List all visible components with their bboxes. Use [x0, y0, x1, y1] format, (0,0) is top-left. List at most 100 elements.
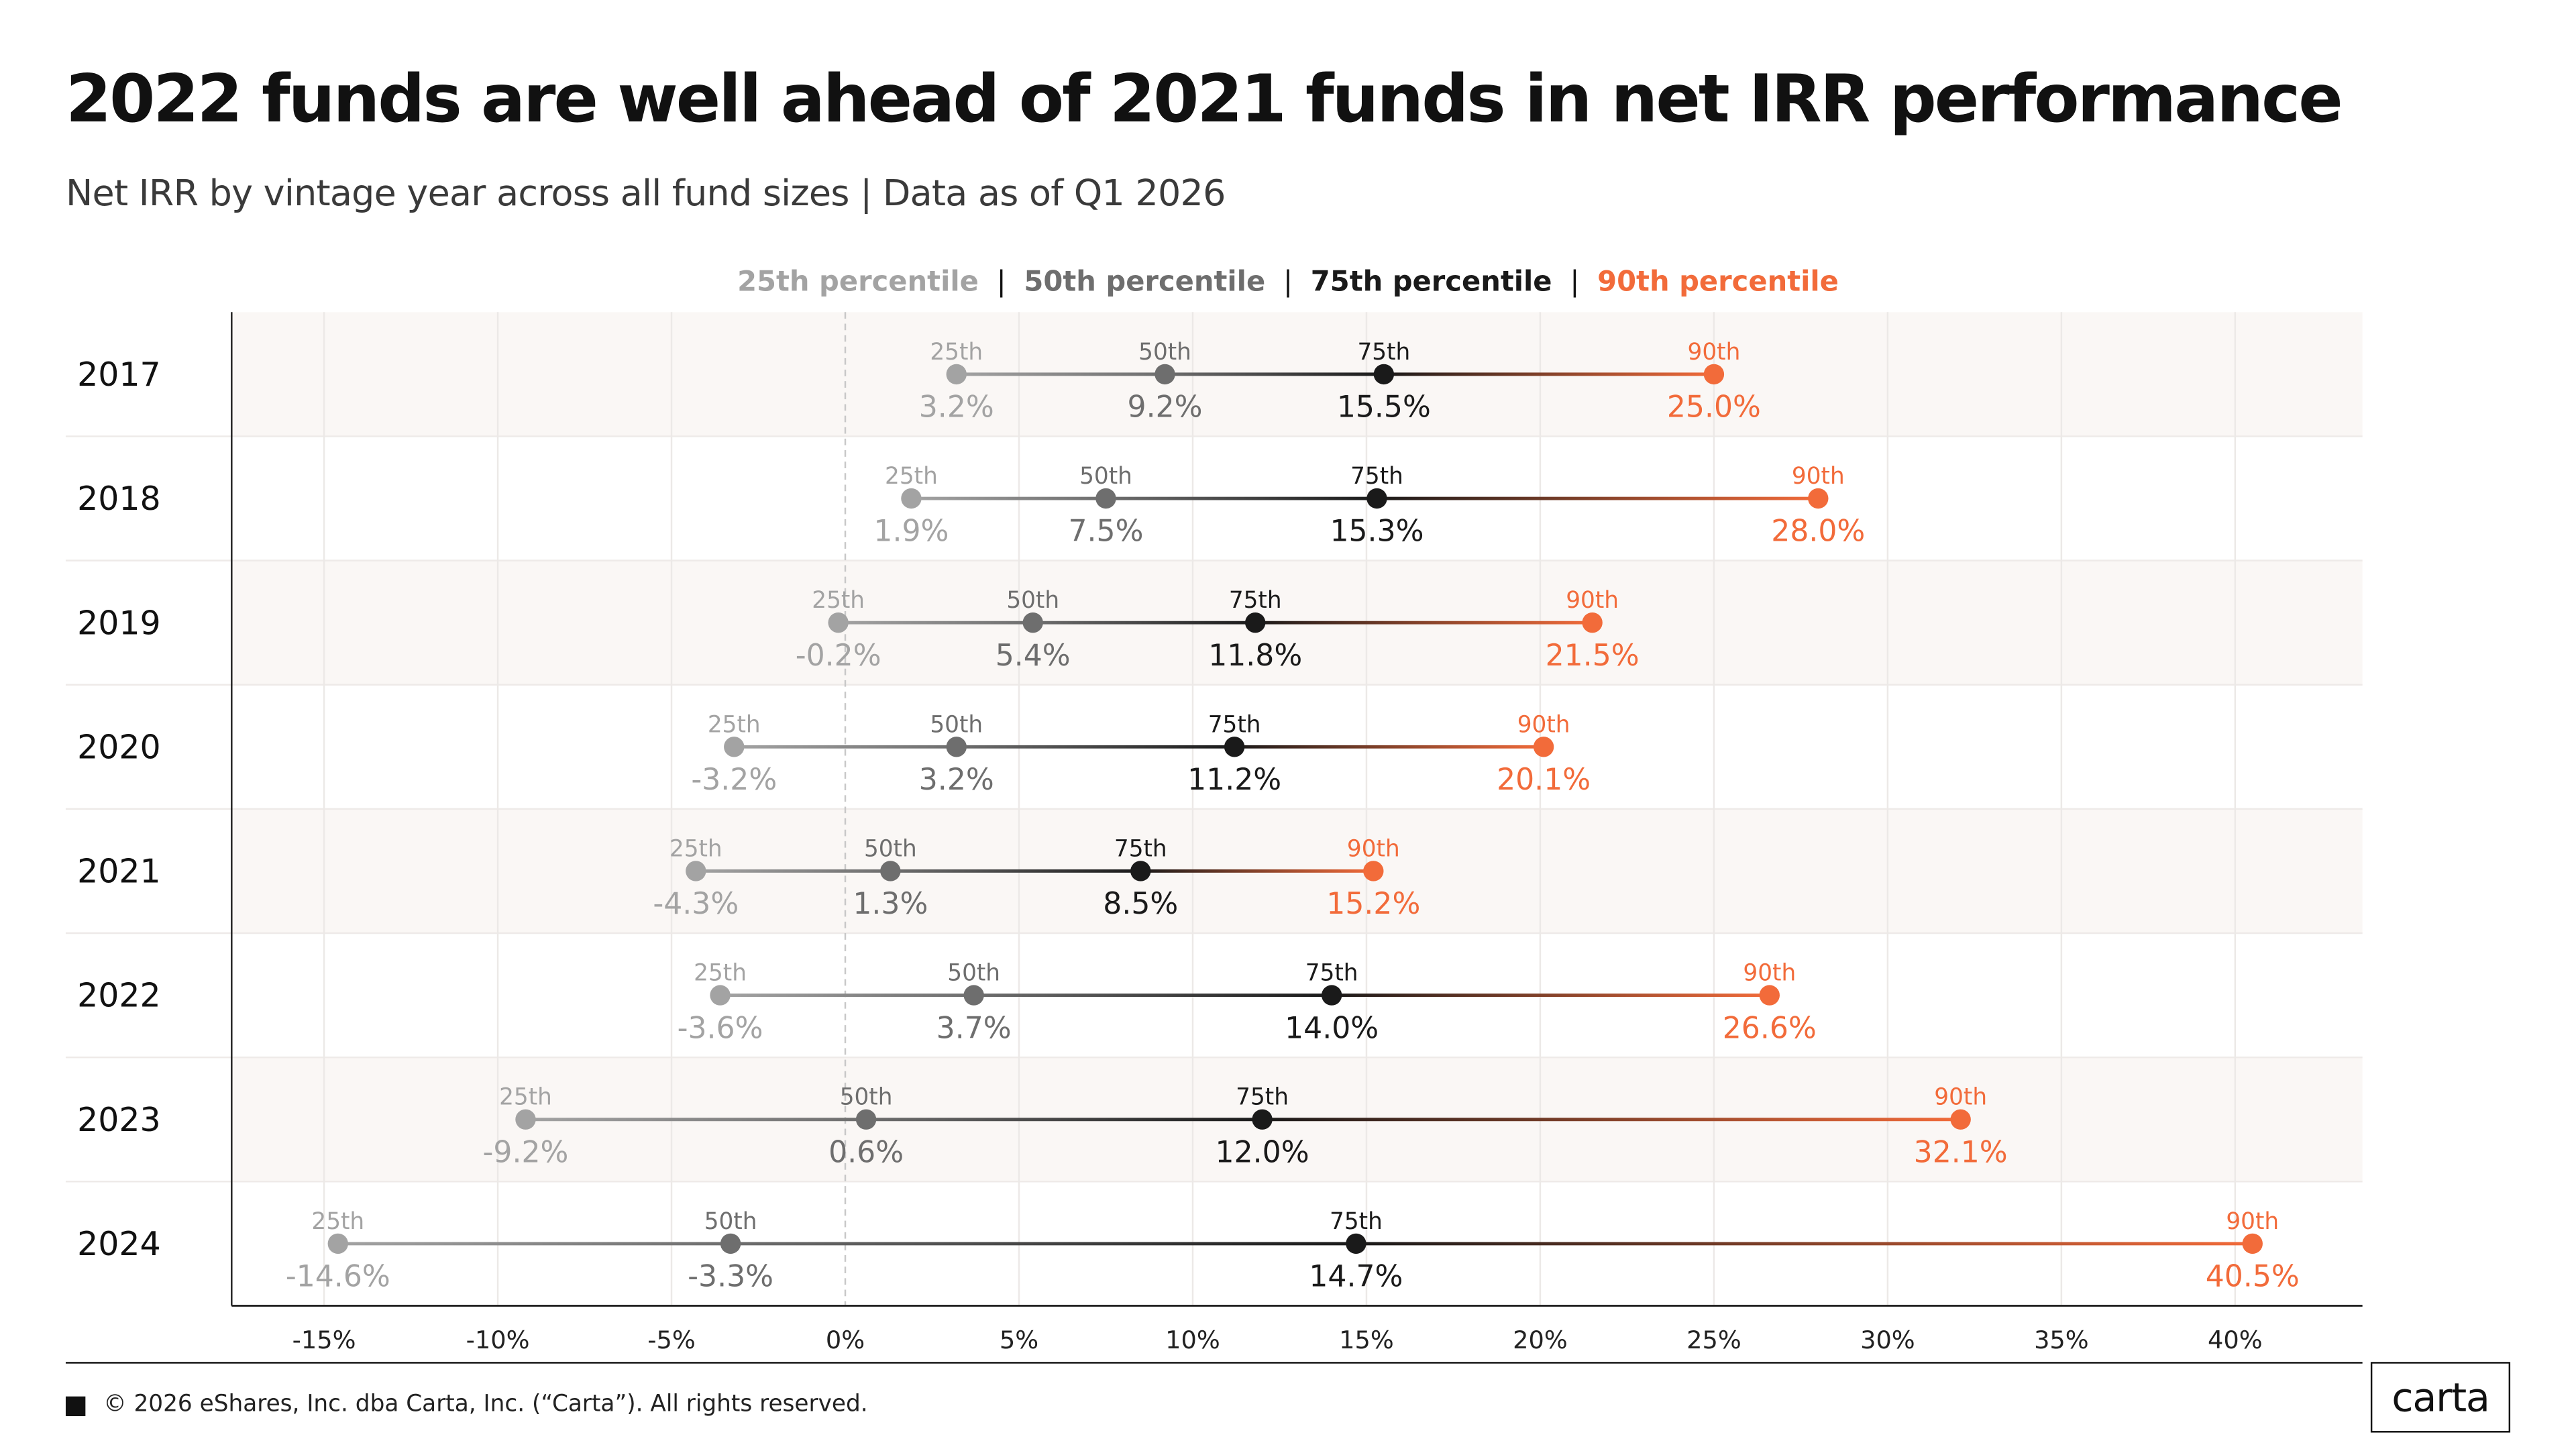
point-75th — [1346, 1233, 1366, 1254]
data-label-90th: 25.0% — [1667, 390, 1761, 425]
data-label-90th: 28.0% — [1771, 515, 1865, 549]
x-tick-label: 10% — [1165, 1326, 1220, 1354]
data-label-25th: 1.9% — [873, 515, 949, 549]
marker-label-50th: 50th — [1006, 587, 1059, 614]
data-label-75th: 15.5% — [1337, 390, 1431, 425]
marker-label-75th: 75th — [1357, 339, 1410, 366]
x-tick-label: 5% — [1000, 1326, 1038, 1354]
legend-separator: | — [996, 266, 1006, 299]
point-75th — [1252, 1109, 1273, 1130]
row-label-year: 2018 — [77, 480, 161, 518]
data-label-25th: -4.3% — [653, 887, 739, 921]
marker-label-75th: 75th — [1236, 1084, 1289, 1111]
data-label-75th: 15.3% — [1330, 515, 1424, 549]
x-tick-label: -10% — [466, 1326, 530, 1354]
marker-label-75th: 75th — [1350, 463, 1403, 490]
point-90th — [1582, 612, 1603, 633]
chart-legend: 25th percentile | 50th percentile | 75th… — [0, 266, 2576, 299]
marker-label-75th: 75th — [1114, 835, 1167, 862]
x-tick-label: 0% — [826, 1326, 865, 1354]
legend-item-25th: 25th percentile — [737, 266, 979, 299]
x-tick-label: 35% — [2034, 1326, 2089, 1354]
data-label-75th: 11.8% — [1208, 639, 1302, 673]
carta-logo: carta — [2370, 1362, 2511, 1433]
data-label-75th: 12.0% — [1216, 1135, 1309, 1169]
marker-label-90th: 90th — [2226, 1208, 2279, 1235]
point-90th — [1363, 861, 1384, 881]
row-label-year: 2020 — [77, 728, 161, 766]
data-label-90th: 20.1% — [1497, 763, 1591, 797]
x-tick-label: 30% — [1860, 1326, 1915, 1354]
marker-label-25th: 25th — [885, 463, 938, 490]
carta-logo-text: carta — [2392, 1374, 2490, 1421]
point-25th — [901, 488, 922, 509]
data-label-25th: -3.6% — [678, 1011, 763, 1045]
marker-label-25th: 25th — [812, 587, 865, 614]
data-label-75th: 14.0% — [1285, 1011, 1379, 1045]
point-50th — [963, 985, 984, 1006]
point-25th — [724, 737, 745, 757]
copyright-text: © 2026 eShares, Inc. dba Carta, Inc. (“C… — [103, 1391, 868, 1418]
marker-label-25th: 25th — [499, 1084, 552, 1111]
point-25th — [710, 985, 731, 1006]
point-90th — [1703, 364, 1725, 385]
point-50th — [1155, 364, 1175, 385]
page-subtitle: Net IRR by vintage year across all fund … — [65, 174, 1226, 215]
point-75th — [1366, 488, 1387, 509]
point-25th — [946, 364, 967, 385]
marker-label-50th: 50th — [864, 835, 917, 862]
marker-label-90th: 90th — [1688, 339, 1741, 366]
marker-label-25th: 25th — [669, 835, 722, 862]
marker-label-50th: 50th — [947, 960, 1000, 987]
point-75th — [1224, 737, 1245, 757]
legend-separator: | — [1570, 266, 1580, 299]
data-label-90th: 15.2% — [1326, 887, 1420, 921]
x-tick-label: 40% — [2208, 1326, 2263, 1354]
data-label-90th: 40.5% — [2206, 1260, 2300, 1294]
legend-item-50th: 50th percentile — [1024, 266, 1266, 299]
row-label-year: 2023 — [77, 1101, 161, 1139]
point-25th — [828, 612, 849, 633]
data-label-75th: 14.7% — [1309, 1260, 1403, 1294]
marker-label-50th: 50th — [840, 1084, 893, 1111]
point-75th — [1245, 612, 1266, 633]
marker-label-25th: 25th — [311, 1208, 364, 1235]
data-label-25th: -9.2% — [483, 1135, 569, 1169]
x-tick-label: 15% — [1339, 1326, 1394, 1354]
legend-item-90th: 90th percentile — [1597, 266, 1839, 299]
data-label-50th: 9.2% — [1128, 390, 1203, 425]
marker-label-25th: 25th — [694, 960, 747, 987]
marker-label-90th: 90th — [1792, 463, 1845, 490]
marker-label-75th: 75th — [1305, 960, 1358, 987]
footer-square-icon — [65, 1396, 86, 1417]
marker-label-50th: 50th — [704, 1208, 757, 1235]
marker-label-50th: 50th — [930, 711, 983, 738]
legend-separator: | — [1283, 266, 1293, 299]
data-label-25th: -14.6% — [286, 1260, 390, 1294]
data-label-25th: -0.2% — [796, 639, 881, 673]
point-25th — [686, 861, 706, 881]
point-90th — [1950, 1109, 1971, 1130]
marker-label-90th: 90th — [1347, 835, 1400, 862]
data-label-50th: 3.2% — [919, 763, 994, 797]
point-75th — [1373, 364, 1395, 385]
data-label-25th: -3.2% — [691, 763, 777, 797]
marker-label-75th: 75th — [1208, 711, 1261, 738]
marker-label-25th: 25th — [930, 339, 983, 366]
marker-label-50th: 50th — [1138, 339, 1191, 366]
data-label-50th: 0.6% — [828, 1135, 904, 1169]
point-50th — [946, 737, 967, 757]
data-label-75th: 11.2% — [1187, 763, 1281, 797]
data-label-90th: 32.1% — [1914, 1135, 2008, 1169]
data-label-25th: 3.2% — [919, 390, 994, 425]
page-title: 2022 funds are well ahead of 2021 funds … — [65, 62, 2343, 138]
row-label-year: 2019 — [77, 604, 161, 642]
marker-label-75th: 75th — [1330, 1208, 1383, 1235]
point-25th — [327, 1233, 348, 1254]
marker-label-90th: 90th — [1934, 1084, 1987, 1111]
row-label-year: 2021 — [77, 853, 161, 891]
data-label-75th: 8.5% — [1103, 887, 1178, 921]
row-label-year: 2017 — [77, 356, 161, 394]
point-50th — [720, 1233, 741, 1254]
